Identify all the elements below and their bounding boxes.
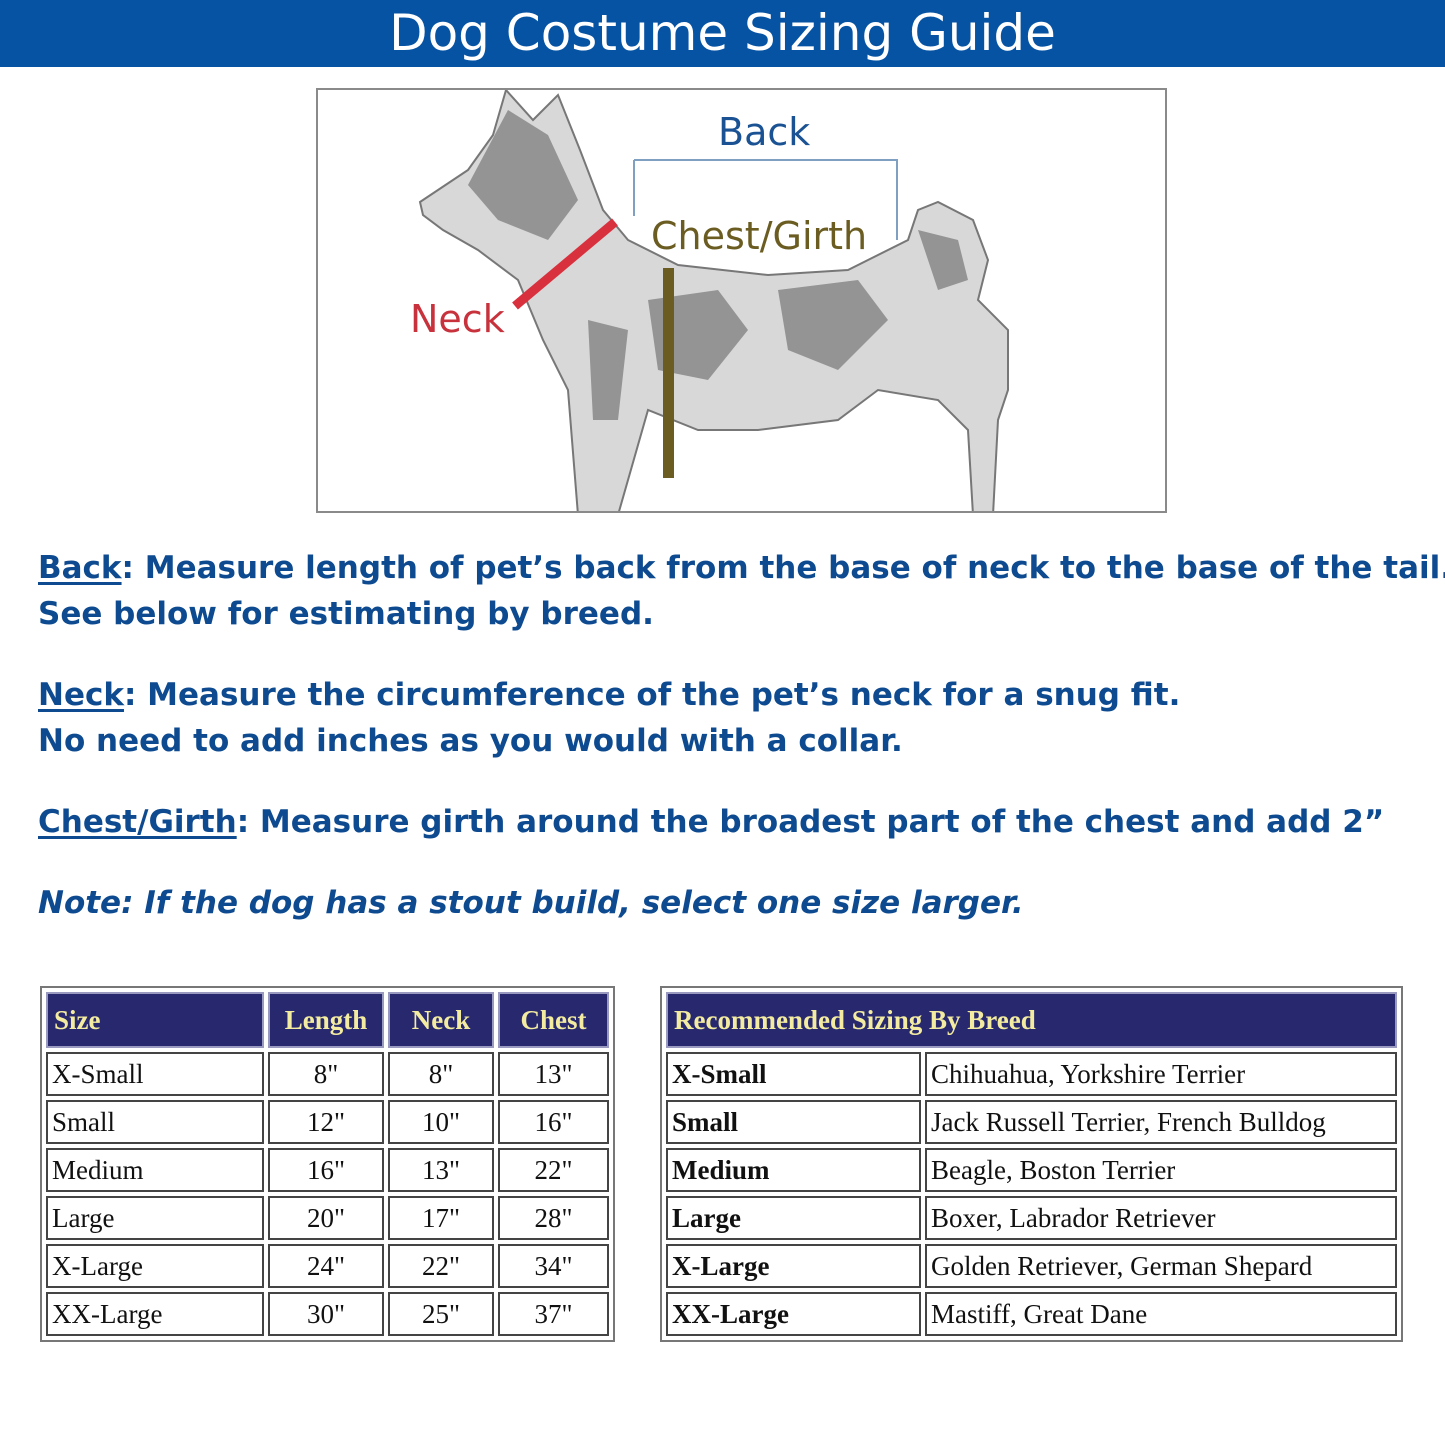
header-neck: Neck [388,992,494,1048]
size-cell: Large [46,1196,264,1240]
chest-instruction: Chest/Girth: Measure girth around the br… [38,799,1384,845]
neck-term: Neck [38,677,124,713]
size-cell: Small [666,1100,921,1144]
size-chart-table: Size Length Neck Chest X-Small 8" 8" 13" Sma… [40,986,615,1342]
header-chest: Chest [498,992,609,1048]
neck-instruction: Neck: Measure the circumference of the p… [38,672,1180,764]
table-row: XX-Large 30" 25" 37" [46,1292,609,1336]
back-term: Back [38,550,122,586]
size-cell: XX-Large [46,1292,264,1336]
neck-cell: 13" [388,1148,494,1192]
table-row: Medium Beagle, Boston Terrier [666,1148,1397,1192]
chest-text: : Measure girth around the broadest part… [236,804,1385,840]
chest-cell: 28" [498,1196,609,1240]
dog-illustration [418,90,1009,511]
page-header: Dog Costume Sizing Guide [0,0,1445,67]
table-row: Large Boxer, Labrador Retriever [666,1196,1397,1240]
chest-term: Chest/Girth [38,804,237,840]
neck-cell: 10" [388,1100,494,1144]
size-cell: Large [666,1196,921,1240]
length-cell: 20" [268,1196,384,1240]
back-measure-bracket [634,159,898,240]
table-row: Medium 16" 13" 22" [46,1148,609,1192]
chest-cell: 16" [498,1100,609,1144]
length-cell: 24" [268,1244,384,1288]
breeds-cell: Boxer, Labrador Retriever [925,1196,1397,1240]
dog-measurement-diagram: Back Chest/Girth Neck [316,88,1167,513]
header-length: Length [268,992,384,1048]
breeds-cell: Mastiff, Great Dane [925,1292,1397,1336]
breeds-cell: Jack Russell Terrier, French Bulldog [925,1100,1397,1144]
back-instruction: Back: Measure length of pet’s back from … [38,545,1445,637]
breeds-cell: Beagle, Boston Terrier [925,1148,1397,1192]
back-text-2: See below for estimating by breed. [38,596,654,632]
chest-cell: 34" [498,1244,609,1288]
neck-text: : Measure the circumference of the pet’s… [123,677,1181,713]
size-cell: X-Large [666,1244,921,1288]
size-cell: Medium [666,1148,921,1192]
chest-cell: 22" [498,1148,609,1192]
table-row: X-Large Golden Retriever, German Shepard [666,1244,1397,1288]
page-title: Dog Costume Sizing Guide [389,4,1056,62]
back-text: : Measure length of pet’s back from the … [121,550,1445,586]
table-row: Small 12" 10" 16" [46,1100,609,1144]
stout-note: Note: If the dog has a stout build, sele… [38,885,1024,921]
chest-label: Chest/Girth [651,214,868,258]
neck-cell: 22" [388,1244,494,1288]
neck-cell: 8" [388,1052,494,1096]
neck-label: Neck [410,297,505,341]
chest-cell: 13" [498,1052,609,1096]
breed-table-header: Recommended Sizing By Breed [666,992,1397,1048]
breed-sizing-table: Recommended Sizing By Breed X-Small Chihu… [660,986,1403,1342]
size-cell: X-Large [46,1244,264,1288]
table-row: Large 20" 17" 28" [46,1196,609,1240]
chest-cell: 37" [498,1292,609,1336]
neck-cell: 25" [388,1292,494,1336]
length-cell: 16" [268,1148,384,1192]
length-cell: 30" [268,1292,384,1336]
table-row: X-Large 24" 22" 34" [46,1244,609,1288]
length-cell: 8" [268,1052,384,1096]
size-cell: X-Small [666,1052,921,1096]
back-label: Back [718,110,811,154]
size-cell: Small [46,1100,264,1144]
neck-cell: 17" [388,1196,494,1240]
header-size: Size [46,992,264,1048]
table-row: XX-Large Mastiff, Great Dane [666,1292,1397,1336]
length-cell: 12" [268,1100,384,1144]
neck-measure-line [512,218,618,310]
neck-text-2: No need to add inches as you would with … [38,723,903,759]
size-cell: XX-Large [666,1292,921,1336]
table-row: X-Small 8" 8" 13" [46,1052,609,1096]
chest-measure-bar [663,268,674,478]
size-cell: Medium [46,1148,264,1192]
breeds-cell: Chihuahua, Yorkshire Terrier [925,1052,1397,1096]
table-row: Small Jack Russell Terrier, French Bulldo… [666,1100,1397,1144]
table-row: X-Small Chihuahua, Yorkshire Terrier [666,1052,1397,1096]
breeds-cell: Golden Retriever, German Shepard [925,1244,1397,1288]
size-cell: X-Small [46,1052,264,1096]
